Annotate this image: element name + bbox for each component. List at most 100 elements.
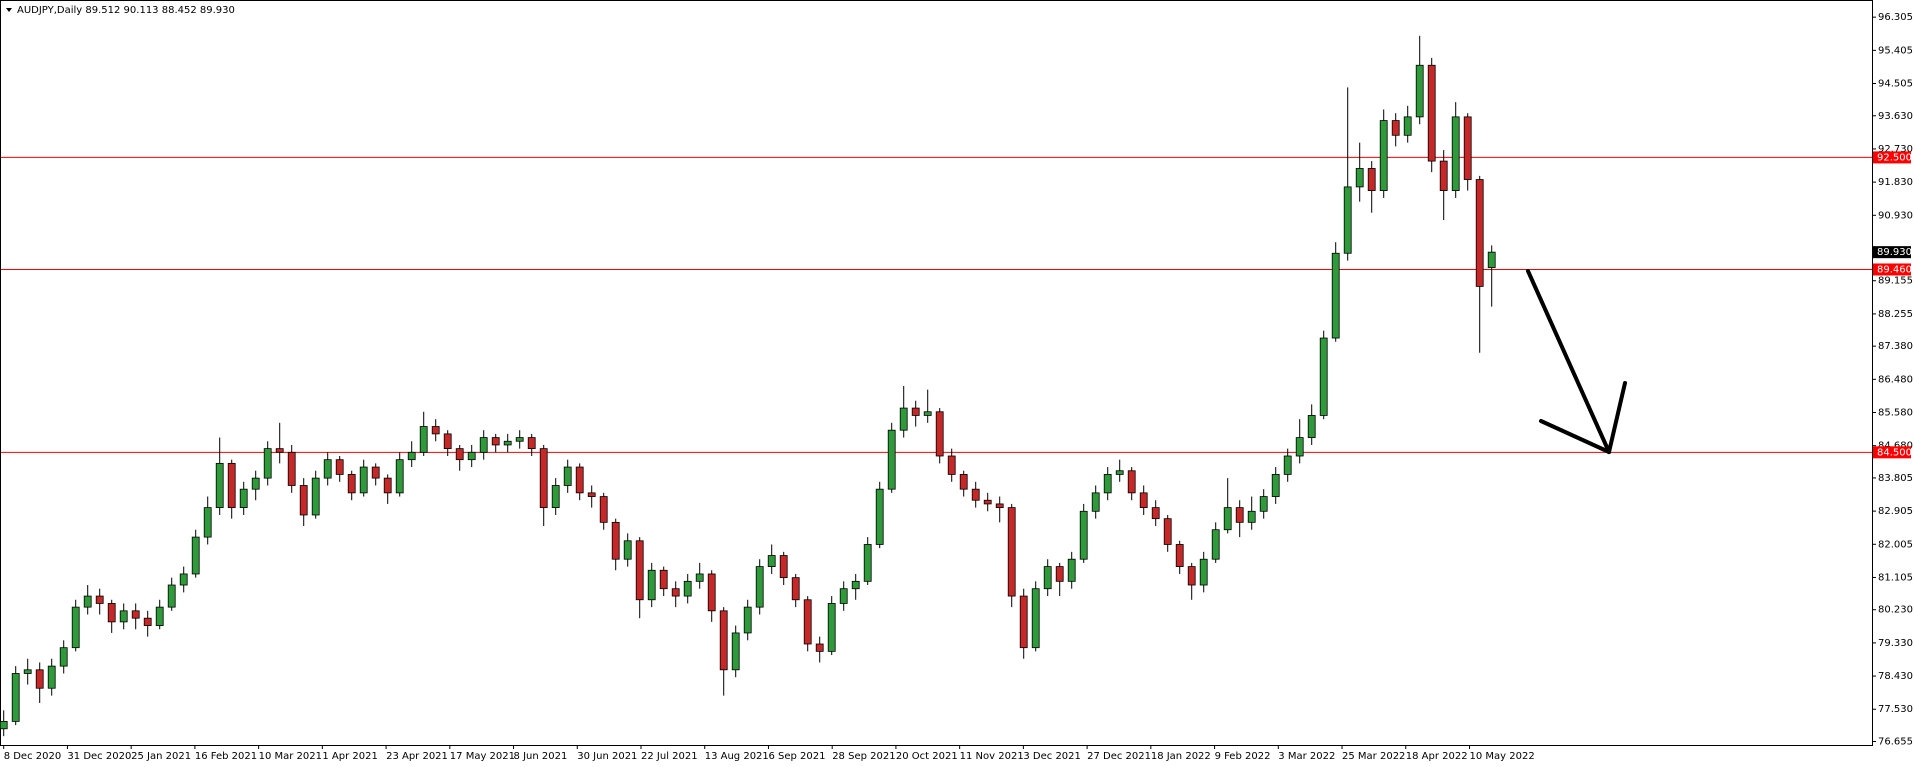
x-tick-label: 28 Sep 2021	[832, 751, 895, 762]
candle-body	[563, 466, 572, 486]
candle-body	[1319, 337, 1328, 416]
candle-body	[251, 477, 260, 490]
candle-body	[527, 437, 536, 450]
y-tick-label: 92.730	[1878, 144, 1913, 155]
candle-body	[1439, 160, 1448, 191]
candle-body	[179, 573, 188, 586]
candle-body	[383, 477, 392, 494]
candle-body	[1451, 116, 1460, 191]
candle-body	[1091, 492, 1100, 512]
y-tick-label: 77.530	[1878, 704, 1913, 715]
candle-body	[635, 540, 644, 601]
candle-body	[767, 555, 776, 567]
candle-body	[1367, 168, 1376, 191]
candle-body	[923, 411, 932, 416]
last-price-box	[1873, 246, 1911, 259]
y-tick-label: 96.305	[1878, 12, 1913, 23]
candle-body	[35, 669, 44, 689]
candle-body	[1415, 64, 1424, 118]
y-tick-label: 90.930	[1878, 210, 1913, 221]
candle-body	[0, 721, 8, 730]
candle-body	[1307, 415, 1316, 438]
candle-body	[83, 595, 92, 608]
x-tick-label: 10 Mar 2021	[259, 751, 322, 762]
candle-body	[1427, 64, 1436, 162]
candle-body	[791, 577, 800, 601]
candle-body	[875, 488, 884, 545]
candle-body	[431, 426, 440, 435]
candle-body	[719, 610, 728, 671]
candle-body	[23, 669, 32, 674]
candle-body	[395, 459, 404, 494]
candle-body	[1475, 179, 1484, 287]
candle-body	[1055, 566, 1064, 582]
candle-body	[491, 437, 500, 446]
candle-body	[1403, 116, 1412, 136]
candle-body	[1199, 558, 1208, 586]
y-tick-label: 86.480	[1878, 374, 1913, 385]
candle-body	[1283, 455, 1292, 475]
candle-body	[911, 407, 920, 416]
candle-body	[983, 499, 992, 505]
x-tick-label: 18 Apr 2022	[1406, 751, 1468, 762]
x-tick-label: 20 Oct 2021	[896, 751, 958, 762]
candle-body	[659, 569, 668, 590]
y-tick-label: 76.655	[1878, 736, 1913, 747]
candle-body	[419, 426, 428, 453]
y-tick-label: 89.155	[1878, 276, 1913, 287]
candle-body	[803, 599, 812, 645]
candle-body	[887, 429, 896, 490]
arrow-head	[1539, 419, 1611, 454]
candle-body	[755, 566, 764, 608]
candle-body	[1043, 566, 1052, 590]
candle-body	[1067, 558, 1076, 582]
candle-body	[1019, 595, 1028, 649]
candle-body	[959, 474, 968, 490]
x-tick-label: 17 May 2021	[450, 751, 515, 762]
candle-body	[1223, 507, 1232, 531]
candle-body	[287, 451, 296, 486]
plot-frame	[0, 0, 1873, 746]
candle-body	[1175, 544, 1184, 567]
candle-body	[1379, 120, 1388, 191]
candle-body	[443, 433, 452, 450]
candle-body	[839, 588, 848, 604]
candle-body	[1391, 120, 1400, 136]
candle-body	[587, 492, 596, 497]
y-tick-label: 80.230	[1878, 605, 1913, 616]
axes: 96.305 95.405 94.505 93.630 92.730 91.830 90.9…	[3, 12, 1913, 762]
candle-body	[1103, 474, 1112, 494]
candle-body	[707, 573, 716, 612]
candle-body	[1187, 566, 1196, 586]
y-tick-label: 85.580	[1878, 408, 1913, 419]
x-tick-label: 22 Jul 2021	[641, 751, 698, 762]
x-tick-label: 16 Feb 2021	[195, 751, 257, 762]
candle-body	[359, 466, 368, 494]
candle-body	[11, 673, 20, 722]
x-tick-label: 30 Jun 2021	[577, 751, 637, 762]
candle-body	[1295, 437, 1304, 457]
menu-triangle	[6, 8, 12, 12]
x-tick-label: 3 Dec 2021	[1023, 751, 1081, 762]
x-tick-label: 31 Dec 2020	[67, 751, 131, 762]
candle-body	[971, 488, 980, 501]
candle-body	[863, 544, 872, 582]
candle-body	[131, 610, 140, 619]
x-tick-label: 23 Apr 2021	[386, 751, 448, 762]
x-tick-label: 25 Jan 2021	[131, 751, 191, 762]
last-price-label: 89.930	[1877, 247, 1912, 258]
x-tick-label: 3 Mar 2022	[1278, 751, 1335, 762]
candle-body	[239, 488, 248, 509]
candle-body	[1247, 510, 1256, 523]
candle-body	[731, 632, 740, 671]
candle-body	[407, 451, 416, 461]
candle-body	[107, 603, 116, 623]
candle-body	[827, 603, 836, 652]
candle-body	[95, 595, 104, 604]
candle-body	[1259, 496, 1268, 512]
candle-body	[323, 459, 332, 479]
y-tick-label: 93.630	[1878, 111, 1913, 122]
candle-body	[1211, 529, 1220, 560]
candle-body	[299, 485, 308, 516]
candle-body	[551, 485, 560, 509]
